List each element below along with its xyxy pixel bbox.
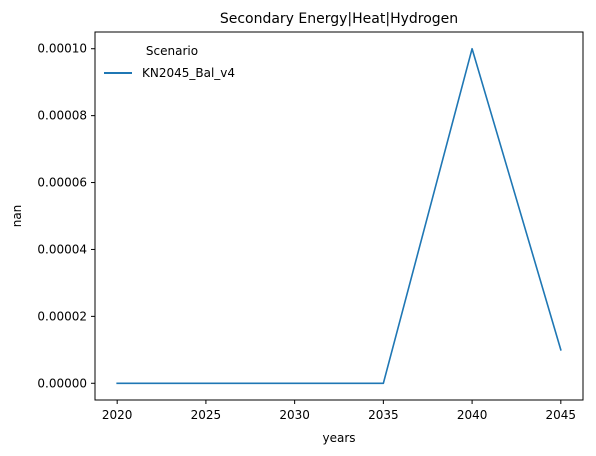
chart-title: Secondary Energy|Heat|Hydrogen bbox=[220, 11, 458, 27]
y-axis-ticks: 0.00000 0.00002 0.00004 0.00006 0.00008 0.000… bbox=[37, 42, 95, 390]
y-tick-label: 0.00002 bbox=[37, 309, 87, 323]
y-tick-label: 0.00010 bbox=[37, 42, 87, 56]
series-lines bbox=[116, 47, 562, 385]
y-tick-label: 0.00006 bbox=[37, 176, 87, 190]
x-axis-label: years bbox=[322, 431, 355, 445]
legend-entry-label: KN2045_Bal_v4 bbox=[142, 66, 235, 80]
y-tick-label: 0.00000 bbox=[37, 376, 87, 390]
x-tick-label: 2035 bbox=[368, 408, 399, 422]
y-axis-label: nan bbox=[10, 205, 24, 228]
x-tick-label: 2045 bbox=[546, 408, 577, 422]
x-tick-label: 2020 bbox=[102, 408, 133, 422]
y-tick-label: 0.00008 bbox=[37, 109, 87, 123]
x-tick-label: 2025 bbox=[191, 408, 222, 422]
x-tick-label: 2030 bbox=[279, 408, 310, 422]
legend: Scenario KN2045_Bal_v4 bbox=[104, 44, 235, 80]
y-tick-label: 0.00004 bbox=[37, 242, 87, 256]
series-line bbox=[116, 47, 562, 385]
x-axis-ticks: 2020 2025 2030 2035 2040 2045 bbox=[102, 400, 576, 422]
plot-area-frame bbox=[94, 31, 584, 401]
x-tick-label: 2040 bbox=[457, 408, 488, 422]
legend-title: Scenario bbox=[146, 44, 198, 58]
